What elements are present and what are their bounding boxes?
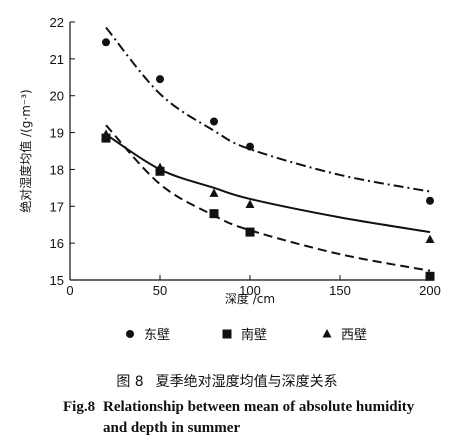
y-tick-label: 15 xyxy=(50,273,64,288)
y-tick-label: 19 xyxy=(50,126,64,141)
data-point-circle xyxy=(246,142,254,151)
data-point-triangle xyxy=(209,188,219,197)
data-point-circle xyxy=(426,196,434,205)
y-tick-label: 20 xyxy=(50,89,64,104)
fit-curve-circle xyxy=(105,26,431,193)
y-tick-label: 17 xyxy=(50,199,64,214)
data-point-square xyxy=(245,227,255,237)
data-point-triangle xyxy=(155,162,165,172)
x-tick-label: 150 xyxy=(329,283,351,298)
caption-english: Fig.8 Relationship between mean of absol… xyxy=(63,397,433,439)
x-axis-title: 深度 /cm xyxy=(225,291,275,306)
legend-label: 西壁 xyxy=(341,328,367,343)
data-points xyxy=(101,38,435,281)
data-point-square xyxy=(101,133,111,143)
legend-marker-triangle xyxy=(322,329,332,338)
x-tick-label: 50 xyxy=(153,283,167,298)
y-tick-label: 22 xyxy=(50,15,64,30)
x-tick-label: 200 xyxy=(419,283,441,298)
chart-axes: 0 50 100 150 200 15 16 17 18 19 20 21 22 xyxy=(50,15,441,298)
fit-curve-triangle xyxy=(105,133,431,234)
data-point-square xyxy=(425,271,435,281)
caption-en-label: Fig.8 xyxy=(63,399,96,415)
data-point-square xyxy=(209,209,219,219)
data-point-circle xyxy=(156,75,164,84)
chart: 0 50 100 150 200 15 16 17 18 19 20 21 22 绝对湿度均值 /(g·… xyxy=(18,15,441,343)
x-tick-label: 0 xyxy=(66,283,73,298)
legend-marker-square xyxy=(222,329,232,339)
caption-zh-label: 图 8 xyxy=(116,374,144,390)
y-tick-label: 18 xyxy=(50,162,64,177)
legend: 东壁 南壁 西壁 xyxy=(126,327,367,343)
data-point-triangle xyxy=(245,199,255,208)
y-axis-title: 绝对湿度均值 /(g·m⁻³) xyxy=(18,89,33,213)
data-point-circle xyxy=(210,117,218,126)
legend-label: 南壁 xyxy=(241,327,267,343)
legend-marker-circle xyxy=(126,330,134,338)
data-point-triangle xyxy=(101,129,111,138)
fit-curves xyxy=(105,26,431,272)
fit-curve-square xyxy=(105,124,431,272)
x-tick-label: 100 xyxy=(239,283,261,298)
data-point-square xyxy=(155,166,165,176)
data-point-triangle xyxy=(425,234,435,243)
caption-en-title: Relationship between mean of absolute hu… xyxy=(103,399,415,436)
caption-zh-title: 夏季绝对湿度均值与深度关系 xyxy=(155,374,338,390)
y-tick-label: 21 xyxy=(50,52,64,67)
data-point-circle xyxy=(102,38,110,47)
caption-chinese: 图 8 夏季绝对湿度均值与深度关系 xyxy=(0,371,454,391)
y-tick-label: 16 xyxy=(50,236,64,251)
legend-label: 东壁 xyxy=(144,328,170,343)
